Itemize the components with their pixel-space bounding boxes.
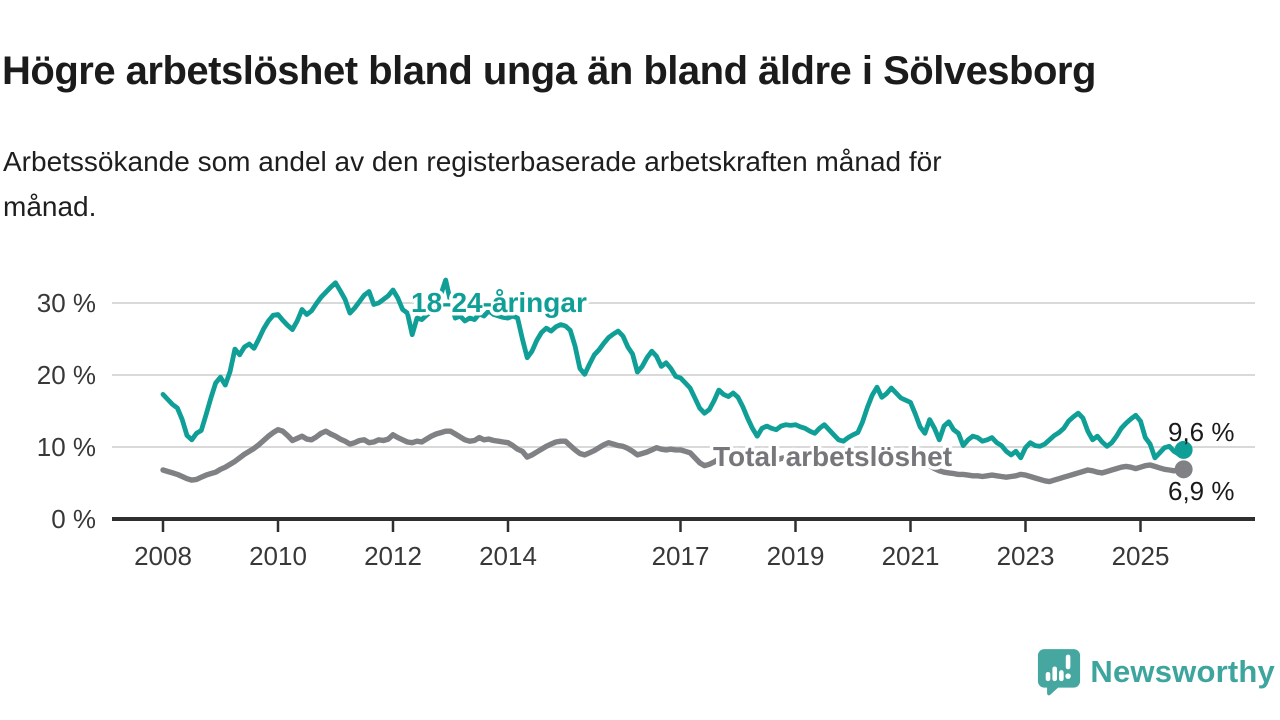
y-tick-label: 0 % xyxy=(51,504,96,534)
brand-name: Newsworthy xyxy=(1090,654,1275,689)
x-tick-label: 2019 xyxy=(767,541,825,571)
series-label-1: Total arbetslöshet xyxy=(713,441,952,472)
x-tick-label: 2014 xyxy=(479,541,537,571)
series-end-dot-1 xyxy=(1174,460,1193,479)
series-line-1 xyxy=(160,426,1187,485)
subtitle-line-1: Arbetssökande som andel av den registerb… xyxy=(3,146,942,177)
x-tick-label: 2017 xyxy=(652,541,710,571)
x-tick-label: 2008 xyxy=(134,541,192,571)
newsworthy-logo-icon xyxy=(1038,649,1081,696)
page-title: Högre arbetslöshet bland unga än bland ä… xyxy=(2,48,1096,93)
unemployment-line-chart: 2008 2010 2012 2014 2017 2019 2021 2023 2025 0 % 1… xyxy=(37,277,1255,571)
y-tick-label: 20 % xyxy=(37,360,96,390)
series-end-dot-0 xyxy=(1174,440,1193,459)
chart-subtitle: Arbetssökande som andel av den registerb… xyxy=(3,140,1223,230)
x-tick-label: 2010 xyxy=(249,541,307,571)
y-tick-label: 10 % xyxy=(37,432,96,462)
series-end-value-label-0: 9,6 % xyxy=(1168,417,1235,447)
y-tick-label: 30 % xyxy=(37,288,96,318)
series-end-value-label-1: 6,9 % xyxy=(1168,476,1235,506)
x-tick-label: 2021 xyxy=(882,541,940,571)
series-label-0: 18-24-åringar xyxy=(411,287,587,318)
x-tick-label: 2012 xyxy=(364,541,422,571)
x-tick-label: 2023 xyxy=(997,541,1055,571)
subtitle-line-2: månad. xyxy=(3,190,97,222)
x-tick-label: 2025 xyxy=(1112,541,1170,571)
brand-footer: Newsworthy xyxy=(1037,648,1275,696)
series-line-0 xyxy=(160,277,1186,461)
